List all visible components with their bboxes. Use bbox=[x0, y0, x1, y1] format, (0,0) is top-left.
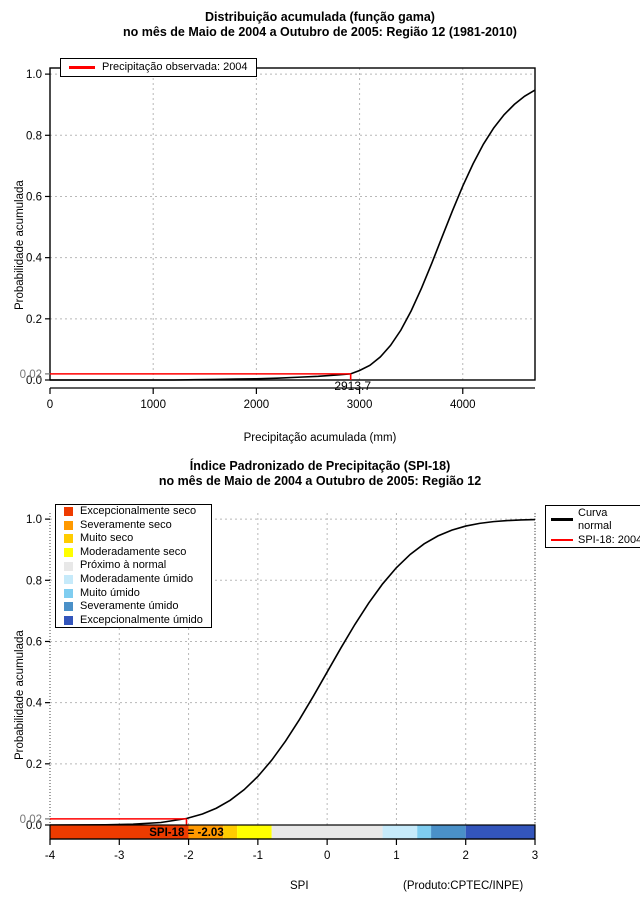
y-tick-label-extra: 0.02 bbox=[20, 369, 42, 381]
x-tick-label: 2 bbox=[463, 850, 469, 862]
spi-category-legend-row: Muito úmido bbox=[56, 587, 211, 601]
category-label: Próximo à normal bbox=[80, 559, 167, 572]
y-tick-label: 0.0 bbox=[26, 820, 42, 832]
x-tick-label: -3 bbox=[114, 850, 124, 862]
curve-label-line-1: SPI-18: 2004 bbox=[578, 533, 640, 546]
category-label: Muito úmido bbox=[80, 586, 140, 599]
colorbar-segment bbox=[223, 825, 238, 839]
colorbar-segment bbox=[431, 825, 466, 839]
curve-line-swatch bbox=[551, 538, 573, 542]
top-plot-canvas: 0.0 0.2 0.4 0.6 0.8 1.0 0.02 0 1000 2000 3000 4000 2… bbox=[20, 67, 536, 411]
category-color-swatch bbox=[64, 602, 73, 612]
y-tick-label: 0.8 bbox=[26, 575, 42, 587]
x-tick-label: 3000 bbox=[347, 399, 373, 411]
category-color-swatch bbox=[64, 534, 73, 544]
spi-category-legend-row: Moderadamente seco bbox=[56, 546, 211, 560]
category-label: Moderadamente úmido bbox=[80, 572, 194, 585]
bottom-chart-title: Índice Padronizado de Precipitação (SPI-… bbox=[0, 459, 640, 489]
x-tick-label: 0 bbox=[324, 850, 330, 862]
y-tick-label-extra: 0.02 bbox=[20, 814, 42, 826]
top-legend: Precipitação observada: 2004 bbox=[60, 58, 257, 77]
x-tick-label: 3 bbox=[532, 850, 538, 862]
spi-value-label: SPI-18 = -2.03 bbox=[149, 827, 223, 839]
top-plot-frame bbox=[49, 67, 536, 381]
top-title-line-2: no mês de Maio de 2004 a Outubro de 2005… bbox=[123, 25, 517, 39]
spi-category-legend-row: Muito seco bbox=[56, 532, 211, 546]
category-color-swatch bbox=[64, 548, 73, 558]
y-tick-label: 0.4 bbox=[26, 698, 43, 710]
top-legend-row: Precipitação observada: 2004 bbox=[61, 59, 256, 76]
category-color-swatch bbox=[64, 575, 73, 585]
bottom-x-axis-title: SPI bbox=[290, 880, 309, 892]
y-tick-label: 0.0 bbox=[26, 375, 42, 387]
precip-value-annotation: 2913.7 bbox=[334, 379, 371, 393]
spi-category-legend-row: Próximo à normal bbox=[56, 559, 211, 573]
colorbar-segment bbox=[271, 825, 383, 839]
colorbar-segment bbox=[50, 825, 189, 839]
spi-category-legend-row: Severamente seco bbox=[56, 519, 211, 533]
spi-category-legend-row: Moderadamente úmido bbox=[56, 573, 211, 587]
top-x-axis-title: Precipitação acumulada (mm) bbox=[243, 432, 397, 444]
category-color-swatch bbox=[64, 507, 73, 517]
y-tick-label: 0.6 bbox=[26, 636, 42, 648]
category-label: Moderadamente seco bbox=[80, 545, 187, 558]
observed-precip-line-swatch bbox=[69, 66, 95, 69]
top-legend-label: Precipitação observada: 2004 bbox=[102, 60, 248, 73]
gamma-cdf-curve bbox=[50, 89, 536, 381]
top-title-line-1: Distribuição acumulada (função gama) bbox=[205, 10, 435, 24]
y-tick-label: 0.6 bbox=[26, 191, 42, 203]
spi-panel: Índice Padronizado de Precipitação (SPI-… bbox=[0, 450, 640, 900]
curve-legend-row: SPI-18: 2004 bbox=[546, 533, 640, 547]
x-tick-label: 1 bbox=[393, 850, 399, 862]
top-chart-title: Distribuição acumulada (função gama) no … bbox=[0, 10, 640, 40]
spi-category-legend: Excepcionalmente seco Severamente seco Mui… bbox=[55, 504, 212, 629]
curve-label: Curva normal bbox=[578, 507, 620, 533]
category-label: Excepcionalmente úmido bbox=[80, 613, 203, 626]
bottom-title-line-2: no mês de Maio de 2004 a Outubro de 2005… bbox=[158, 474, 482, 488]
spi-category-legend-row: Severamente úmido bbox=[56, 600, 211, 614]
y-tick-label: 1.0 bbox=[26, 514, 42, 526]
producer-credit: (Produto:CPTEC/INPE) bbox=[403, 880, 524, 892]
colorbar-segment bbox=[417, 825, 432, 839]
spi-category-legend-row: Excepcionalmente seco bbox=[56, 505, 211, 519]
y-tick-label: 0.2 bbox=[26, 759, 42, 771]
x-tick-label: -2 bbox=[183, 850, 193, 862]
curve-label-line-2: normal bbox=[578, 519, 612, 532]
y-tick-label: 0.2 bbox=[26, 314, 42, 326]
curve-legend-row: Curva normal bbox=[546, 506, 640, 533]
spi-category-legend-row: Excepcionalmente úmido bbox=[56, 614, 211, 628]
x-tick-label: -1 bbox=[253, 850, 263, 862]
colorbar-segment bbox=[188, 825, 224, 839]
curve-label: SPI-18: 2004 bbox=[578, 534, 640, 547]
x-tick-label: 2000 bbox=[244, 399, 270, 411]
y-tick-label: 0.4 bbox=[26, 253, 43, 265]
category-color-swatch bbox=[64, 588, 73, 598]
category-label: Severamente seco bbox=[80, 518, 172, 531]
y-tick-label: 1.0 bbox=[26, 69, 42, 81]
category-label: Muito seco bbox=[80, 532, 134, 545]
curve-legend: Curva normal SPI-18: 2004 bbox=[545, 505, 640, 548]
category-label: Severamente úmido bbox=[80, 600, 179, 613]
colorbar-segment bbox=[237, 825, 272, 839]
gamma-distribution-panel: Distribuição acumulada (função gama) no … bbox=[0, 10, 640, 444]
colorbar-segment bbox=[465, 825, 535, 839]
y-tick-label: 0.8 bbox=[26, 130, 42, 142]
category-color-swatch bbox=[64, 520, 73, 530]
colorbar-segment bbox=[382, 825, 418, 839]
x-tick-label: 0 bbox=[47, 399, 53, 411]
x-tick-label: 4000 bbox=[450, 399, 476, 411]
category-color-swatch bbox=[64, 616, 73, 626]
category-label: Excepcionalmente seco bbox=[80, 505, 197, 517]
x-tick-label: -4 bbox=[45, 850, 56, 862]
x-tick-label: 1000 bbox=[140, 399, 166, 411]
curve-label-line-1: Curva bbox=[578, 506, 608, 519]
curve-line-swatch bbox=[551, 518, 573, 521]
category-color-swatch bbox=[64, 561, 73, 571]
bottom-title-line-1: Índice Padronizado de Precipitação (SPI-… bbox=[189, 459, 451, 473]
